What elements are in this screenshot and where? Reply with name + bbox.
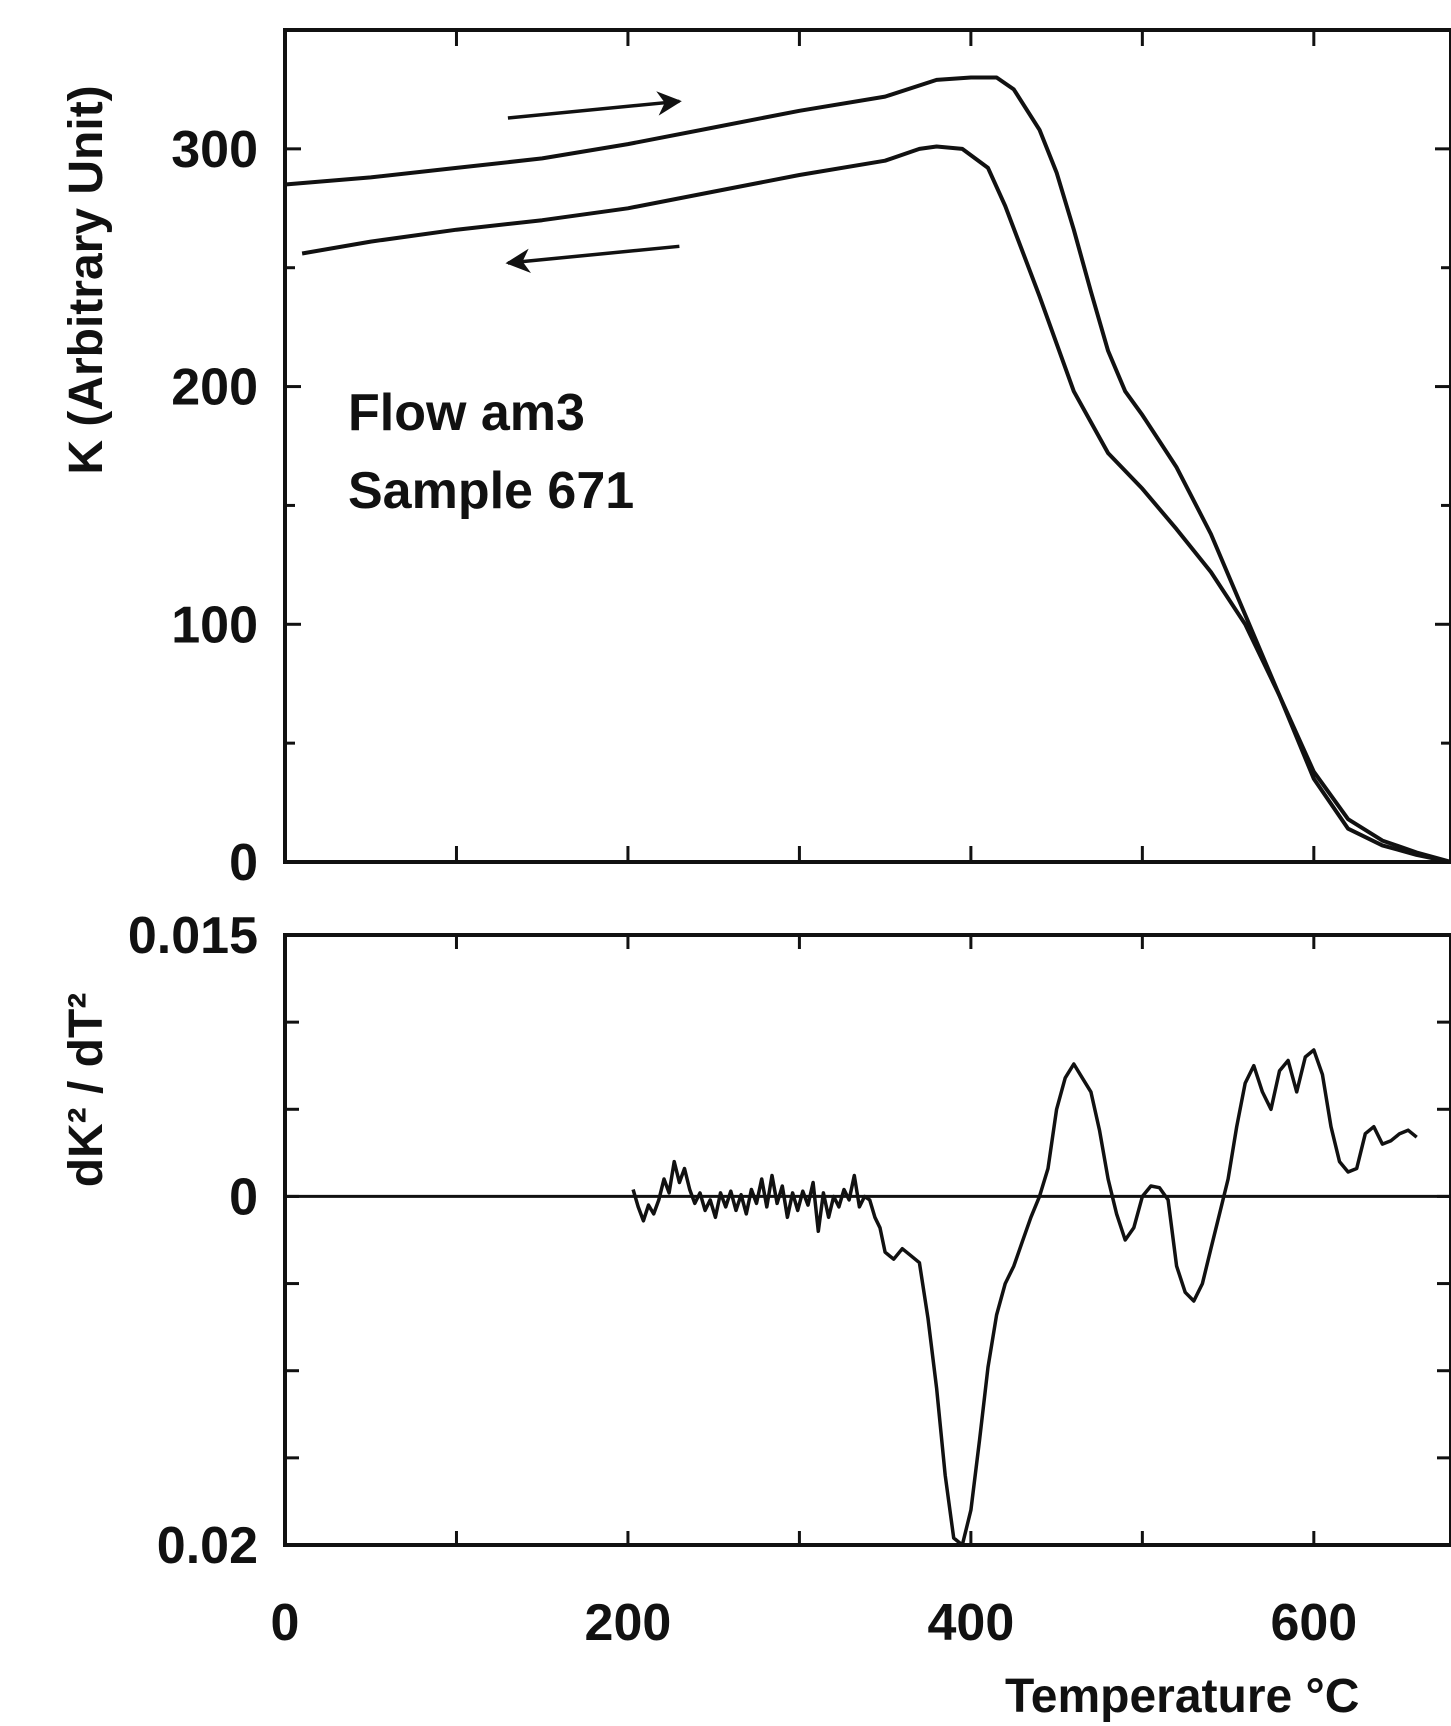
annotation-line-2: Sample 671 xyxy=(348,462,634,520)
bottom-series-line xyxy=(631,1048,1418,1547)
top-arrows xyxy=(505,91,682,274)
bottom-y-tick-label: 0 xyxy=(229,1168,258,1226)
arrow-right-icon xyxy=(507,91,682,120)
top-ticks xyxy=(285,30,1451,864)
top-plot-frame xyxy=(283,28,1451,864)
x-tick-label: 400 xyxy=(927,1594,1014,1652)
bottom-series xyxy=(631,1048,1418,1547)
bottom-y-tick-label: 0.02 xyxy=(157,1517,258,1575)
top-tick-labels: 0 100 200 300 xyxy=(171,121,258,892)
bottom-y-tick-label: 0.015 xyxy=(128,907,258,965)
top-series-line-cooling xyxy=(301,144,1451,864)
x-tick-label: 600 xyxy=(1270,1594,1357,1652)
top-panel: 0 100 200 300 K (Arbitrary Unit) Flow am3 S… xyxy=(60,28,1451,892)
arrow-left-icon xyxy=(505,244,680,274)
x-axis-label: Temperature °C xyxy=(1005,1670,1359,1723)
top-y-tick-label: 100 xyxy=(171,596,258,654)
bottom-y-axis-label: dK² / dT² xyxy=(60,993,113,1188)
top-series xyxy=(284,75,1451,864)
annotation-line-1: Flow am3 xyxy=(348,384,585,442)
x-tick-label: 0 xyxy=(271,1594,300,1652)
top-y-axis-label: K (Arbitrary Unit) xyxy=(60,85,113,474)
bottom-ticks xyxy=(285,935,1451,1545)
x-tick-label: 200 xyxy=(585,1594,672,1652)
top-y-tick-label: 300 xyxy=(171,121,258,179)
bottom-plot-frame xyxy=(283,933,1451,1547)
top-y-tick-label: 0 xyxy=(229,834,258,892)
top-y-tick-label: 200 xyxy=(171,359,258,417)
